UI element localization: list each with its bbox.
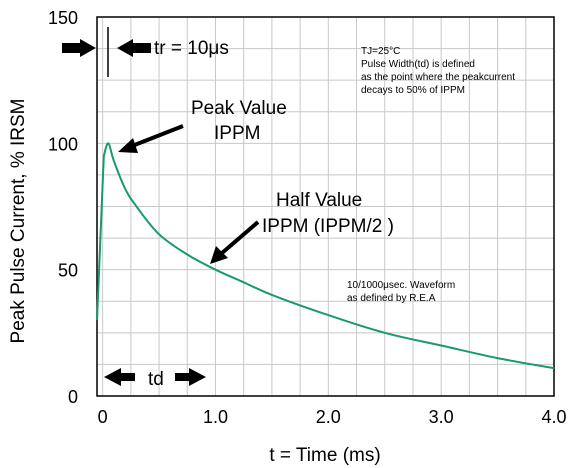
peak-arrow-shaft bbox=[131, 124, 184, 148]
x-tick-label: 2.0 bbox=[316, 407, 341, 427]
half-value-label: Half Value bbox=[276, 190, 362, 211]
note-line: as the point where the peakcurrent bbox=[361, 72, 515, 83]
tr-label: tr = 10μs bbox=[154, 38, 229, 59]
peak-value-label: Peak Value bbox=[191, 98, 287, 119]
waveform-note: 10/1000μsec. Waveform as defined by R.E.… bbox=[347, 280, 455, 304]
y-tick-label: 50 bbox=[58, 261, 78, 281]
conditions-note: TJ=25°C Pulse Width(td) is defined as th… bbox=[361, 46, 515, 96]
note-line: TJ=25°C bbox=[361, 46, 400, 57]
peak-ippm-label: IPPM bbox=[214, 123, 260, 144]
half-ippm-label: IPPM (IPPM/2 ) bbox=[262, 216, 394, 237]
peak-value-annotation: Peak Value IPPM bbox=[118, 98, 287, 153]
y-axis-title: Peak Pulse Current, % IRSM bbox=[8, 99, 29, 344]
td-label: td bbox=[148, 369, 164, 390]
tr-arrow-left-icon bbox=[117, 39, 151, 57]
peak-arrow-icon bbox=[118, 138, 138, 153]
x-tick-label: 3.0 bbox=[429, 407, 454, 427]
y-tick-label: 150 bbox=[48, 8, 78, 28]
td-arrow-right-icon bbox=[175, 368, 206, 386]
y-tick-label: 0 bbox=[68, 387, 78, 407]
y-tick-label: 100 bbox=[48, 134, 78, 154]
half-arrow-icon bbox=[210, 246, 228, 264]
waveform-note-line: as defined by R.E.A bbox=[347, 293, 436, 304]
tr-arrow-right-icon bbox=[62, 39, 96, 57]
plot-frame bbox=[96, 16, 555, 397]
tr-annotation: tr = 10μs bbox=[62, 27, 229, 77]
current-waveform-line bbox=[96, 142, 555, 370]
x-tick-label: 0 bbox=[98, 407, 108, 427]
note-line: decays to 50% of IPPM bbox=[361, 85, 465, 96]
x-tick-label: 4.0 bbox=[541, 407, 566, 427]
axis-ticks: 0 1.0 2.0 3.0 4.0 0 50 100 150 bbox=[48, 8, 567, 427]
x-tick-label: 1.0 bbox=[203, 407, 228, 427]
td-annotation: td bbox=[104, 368, 206, 390]
waveform-note-line: 10/1000μsec. Waveform bbox=[347, 280, 455, 291]
half-arrow-shaft bbox=[220, 220, 260, 255]
half-value-annotation: Half Value IPPM (IPPM/2 ) bbox=[210, 190, 394, 264]
note-line: Pulse Width(td) is defined bbox=[361, 59, 475, 70]
x-axis-title: t = Time (ms) bbox=[269, 445, 380, 466]
td-arrow-left-icon bbox=[104, 368, 135, 386]
